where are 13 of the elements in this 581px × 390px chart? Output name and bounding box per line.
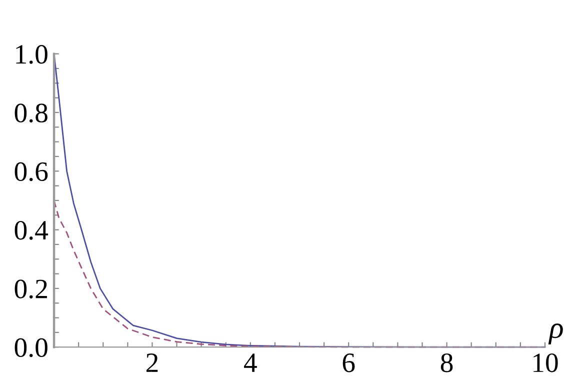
y-tick-label: 1.0: [16, 44, 48, 64]
x-axis-title: ρ: [548, 323, 563, 344]
y-tick-label: 0.4: [14, 220, 48, 240]
x-tick-label: 4: [244, 354, 257, 372]
x-tick-label: 2: [146, 354, 158, 372]
x-tick-label: 10: [534, 353, 558, 372]
x-tick-label: 6: [342, 354, 355, 372]
line-series: [53, 200, 546, 348]
y-tick-label: 0.8: [14, 104, 48, 123]
x-tick-label: 8: [440, 353, 453, 372]
y-tick-label: 0.0: [14, 338, 48, 358]
y-tick-label: 0.2: [14, 280, 47, 298]
y-tick-label: 0.6: [14, 162, 48, 182]
